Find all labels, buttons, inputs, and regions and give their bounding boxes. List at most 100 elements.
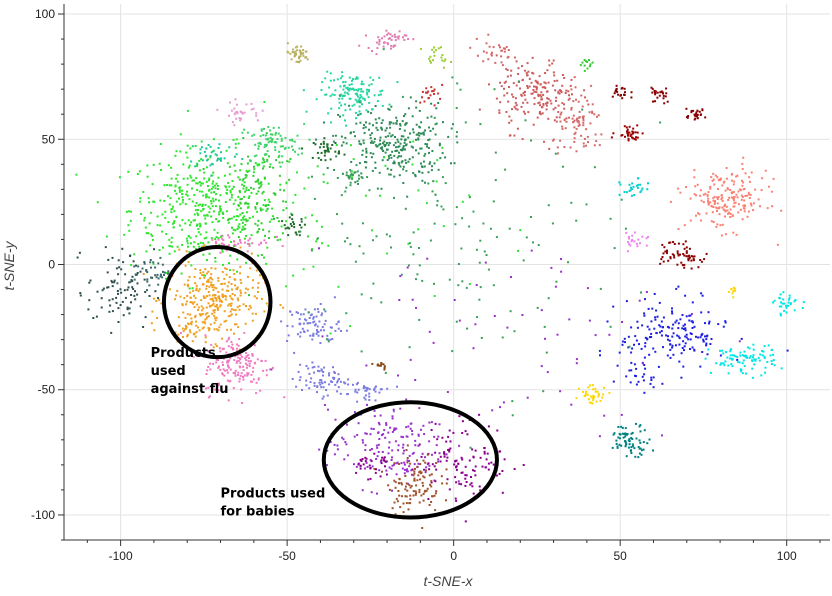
scatter-point <box>221 293 224 296</box>
scatter-point <box>411 433 414 436</box>
scatter-point <box>456 141 459 144</box>
scatter-point <box>326 394 329 397</box>
scatter-point <box>210 191 213 194</box>
scatter-point <box>420 494 423 497</box>
scatter-point <box>386 42 389 44</box>
scatter-point <box>88 299 91 302</box>
scatter-point <box>388 235 391 238</box>
scatter-point <box>658 301 661 304</box>
scatter-point <box>358 245 361 248</box>
scatter-point <box>483 452 486 455</box>
scatter-point <box>637 183 640 186</box>
scatter-point <box>213 321 216 324</box>
scatter-point <box>354 98 357 101</box>
scatter-point <box>474 465 477 468</box>
scatter-point <box>580 134 583 137</box>
scatter-point <box>318 247 320 250</box>
scatter-point <box>128 229 131 232</box>
scatter-point <box>221 237 224 240</box>
scatter-point <box>312 321 315 324</box>
scatter-point <box>704 322 706 325</box>
scatter-point <box>491 409 494 412</box>
scatter-point <box>233 215 236 218</box>
scatter-point <box>244 322 247 325</box>
scatter-point <box>379 364 382 367</box>
scatter-point <box>149 261 152 264</box>
scatter-point <box>465 474 468 477</box>
scatter-point <box>239 265 242 268</box>
scatter-point <box>563 146 566 148</box>
scatter-point <box>627 439 630 442</box>
scatter-point <box>405 161 408 164</box>
scatter-point <box>286 160 289 163</box>
scatter-point <box>160 169 162 171</box>
scatter-point <box>434 451 437 454</box>
scatter-point <box>545 102 547 105</box>
scatter-point <box>602 386 605 389</box>
scatter-point <box>680 376 683 379</box>
scatter-point <box>511 93 513 96</box>
scatter-point <box>140 213 143 215</box>
scatter-point <box>258 243 261 246</box>
scatter-point <box>295 60 298 63</box>
scatter-point <box>585 128 588 131</box>
scatter-point <box>426 116 429 119</box>
scatter-point <box>263 101 266 103</box>
scatter-point <box>763 345 766 348</box>
scatter-point <box>460 471 463 474</box>
scatter-point <box>620 134 623 137</box>
scatter-point <box>358 113 361 116</box>
scatter-point <box>235 138 238 141</box>
scatter-point <box>616 446 619 449</box>
scatter-point <box>188 198 191 201</box>
scatter-point <box>249 360 252 363</box>
scatter-point <box>406 195 409 198</box>
scatter-point <box>615 84 618 87</box>
scatter-point <box>344 441 347 444</box>
scatter-point <box>309 334 312 337</box>
scatter-point <box>231 347 234 350</box>
scatter-point <box>421 527 424 529</box>
scatter-point <box>366 388 369 391</box>
scatter-point <box>574 86 577 89</box>
scatter-point <box>416 479 419 482</box>
scatter-point <box>391 134 394 137</box>
scatter-point <box>214 187 217 190</box>
scatter-point <box>290 145 293 148</box>
scatter-point <box>445 453 448 456</box>
scatter-point <box>652 347 655 350</box>
scatter-point <box>785 311 788 314</box>
scatter-point <box>201 309 204 312</box>
scatter-point <box>526 85 529 87</box>
scatter-point <box>250 102 253 105</box>
scatter-point <box>694 185 697 188</box>
scatter-point <box>321 312 323 315</box>
scatter-point <box>149 244 152 247</box>
scatter-point <box>205 166 208 169</box>
scatter-point <box>215 218 218 221</box>
scatter-point <box>254 206 257 209</box>
scatter-point <box>406 459 409 462</box>
scatter-point <box>297 153 300 156</box>
scatter-point <box>262 167 264 170</box>
scatter-point <box>376 187 379 190</box>
scatter-point <box>492 46 495 49</box>
scatter-point <box>464 121 467 124</box>
scatter-point <box>110 331 113 334</box>
scatter-point <box>276 138 279 140</box>
scatter-point <box>361 439 364 442</box>
scatter-point <box>320 314 323 317</box>
scatter-point <box>638 425 641 428</box>
scatter-point <box>153 248 155 251</box>
scatter-point <box>495 474 498 477</box>
scatter-point <box>394 481 397 484</box>
scatter-point <box>241 221 244 224</box>
scatter-point <box>239 366 242 369</box>
scatter-point <box>382 363 385 366</box>
scatter-point <box>743 187 746 190</box>
scatter-point <box>408 460 411 462</box>
scatter-point <box>393 427 396 430</box>
scatter-point <box>705 335 708 338</box>
scatter-point <box>203 244 206 247</box>
scatter-point <box>624 91 626 94</box>
